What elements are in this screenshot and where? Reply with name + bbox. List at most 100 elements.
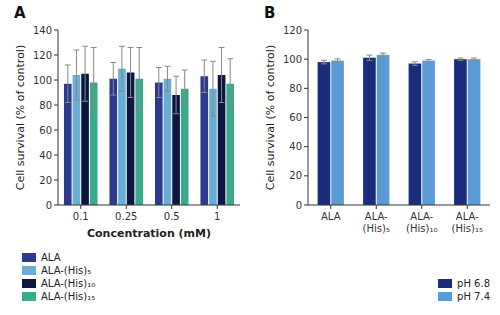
error-bar: [219, 48, 225, 103]
legend-item: pH 6.8: [438, 278, 490, 289]
panel: 0204060801001201400.10.250.51Concentrati…: [14, 4, 240, 302]
error-bar: [412, 62, 418, 65]
y-tick-label: 120: [33, 50, 52, 61]
error-bar: [74, 50, 80, 100]
plot-area: [64, 46, 234, 205]
legend-label: ALA: [41, 252, 61, 263]
bar: [164, 79, 172, 205]
x-tick-label: 1: [214, 211, 220, 222]
y-tick-label: 100: [33, 75, 52, 86]
y-tick-label: 80: [39, 100, 52, 111]
x-tick: [80, 205, 81, 209]
y-tick-label: 80: [289, 83, 302, 94]
legend-label: ALA-(His)₅: [41, 265, 91, 276]
legend-label: ALA-(His)₁₀: [41, 278, 95, 289]
x-tick-label: 0.1: [73, 211, 89, 222]
x-tick-label: 0.5: [164, 211, 180, 222]
y-tick: [54, 180, 58, 181]
error-bar: [165, 66, 171, 91]
bar: [468, 59, 481, 205]
y-tick-label: 140: [33, 25, 52, 36]
bar: [377, 55, 390, 205]
panel: 020406080100120ALAALA-(His)₅ALA-(His)₁₀A…: [264, 4, 490, 302]
y-tick: [54, 205, 58, 206]
y-tick-label: 0: [296, 200, 302, 211]
error-bar: [91, 48, 97, 118]
error-bar: [426, 59, 432, 61]
error-bar: [227, 59, 233, 109]
y-axis: [58, 30, 59, 205]
error-bar: [380, 53, 386, 57]
chart-figure: 0204060801001201400.10.250.51Concentrati…: [0, 0, 500, 315]
x-tick: [171, 205, 172, 209]
x-tick: [376, 205, 377, 209]
panel-title: A: [14, 4, 26, 22]
y-axis-label: Cell survival (% of control): [14, 45, 27, 190]
y-tick: [54, 130, 58, 131]
error-bar: [366, 55, 372, 60]
error-bar: [201, 60, 207, 93]
x-tick-label: ALA: [321, 211, 341, 222]
bar: [363, 58, 376, 205]
y-tick: [304, 88, 308, 89]
error-bar: [471, 58, 477, 60]
bar: [155, 83, 163, 206]
error-bar: [110, 63, 116, 96]
x-tick: [217, 205, 218, 209]
y-tick-label: 20: [39, 175, 52, 186]
legend-swatch: [438, 279, 452, 288]
y-tick: [54, 155, 58, 156]
error-bar: [335, 59, 341, 63]
legend-item: ALA-(His)₁₀: [22, 278, 95, 289]
x-axis: [58, 205, 240, 206]
bar: [454, 59, 467, 205]
x-tick: [330, 205, 331, 209]
legend-swatch: [22, 292, 36, 301]
legend: pH 6.8pH 7.4: [438, 278, 490, 302]
y-tick: [54, 80, 58, 81]
legend-label: ALA-(His)₁₅: [41, 291, 95, 302]
plot-area: [318, 53, 481, 205]
bar: [331, 61, 344, 205]
y-tick: [54, 105, 58, 106]
bar: [318, 62, 331, 205]
y-tick: [54, 30, 58, 31]
x-tick: [421, 205, 422, 209]
error-bar: [457, 58, 463, 60]
legend-item: ALA-(His)₅: [22, 265, 91, 276]
legend-swatch: [438, 292, 452, 301]
y-tick-label: 0: [46, 200, 52, 211]
y-tick: [304, 117, 308, 118]
bar: [422, 61, 435, 205]
legend-item: ALA-(His)₁₅: [22, 291, 95, 302]
y-tick-label: 100: [283, 54, 302, 65]
x-tick-label: ALA-(His)₁₅: [452, 211, 483, 234]
error-bar: [119, 46, 125, 91]
y-tick: [54, 55, 58, 56]
y-tick-label: 40: [289, 141, 302, 152]
y-tick: [304, 146, 308, 147]
error-bar: [173, 76, 179, 114]
error-bar: [136, 48, 142, 111]
y-tick: [304, 205, 308, 206]
panel-title: B: [264, 4, 275, 22]
legend-item: ALA: [22, 252, 61, 263]
y-tick-label: 20: [289, 170, 302, 181]
legend-label: pH 6.8: [457, 278, 490, 289]
y-tick: [304, 59, 308, 60]
legend-swatch: [22, 253, 36, 262]
x-tick: [467, 205, 468, 209]
bar: [109, 79, 117, 205]
y-tick: [304, 30, 308, 31]
y-tick-label: 60: [39, 125, 52, 136]
bar: [200, 76, 208, 205]
y-tick-label: 60: [289, 112, 302, 123]
error-bar: [182, 70, 188, 108]
legend-swatch: [22, 279, 36, 288]
x-tick-label: ALA-(His)₁₀: [406, 211, 437, 234]
x-axis-label: Concentration (mM): [87, 227, 211, 240]
error-bar: [156, 68, 162, 98]
error-bar: [65, 65, 71, 103]
error-bar: [128, 48, 134, 98]
bar: [409, 64, 422, 205]
